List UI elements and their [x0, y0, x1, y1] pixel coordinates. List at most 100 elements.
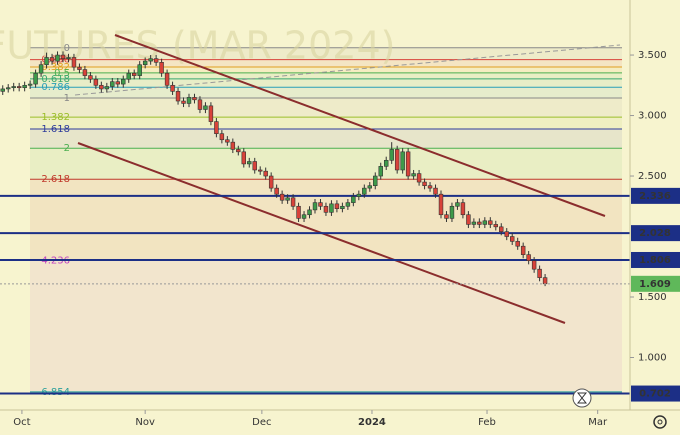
fib-band — [30, 47, 622, 60]
price-badge-label: 2.336 — [639, 191, 671, 202]
candle-body — [477, 221, 482, 225]
candle-body — [455, 202, 460, 207]
candle-body — [340, 205, 345, 209]
candle-body — [520, 245, 526, 255]
candle-body — [82, 69, 88, 76]
candle-body — [110, 81, 115, 87]
fib-label: 6.854 — [41, 387, 70, 398]
marks — [0, 51, 630, 395]
settings-icon[interactable] — [653, 415, 667, 429]
candle-body — [427, 185, 433, 189]
candle-body — [225, 139, 230, 143]
x-tick-label: Oct — [13, 417, 30, 428]
candle-body — [153, 58, 159, 63]
fib-label: 2 — [64, 143, 70, 154]
fib-label: 1.618 — [41, 124, 70, 135]
fib-band — [30, 59, 622, 67]
candle-body — [55, 54, 60, 62]
last-price-label: 1.609 — [639, 279, 671, 290]
fib-band — [30, 260, 622, 392]
candle-body — [137, 64, 142, 76]
x-tick-label: Dec — [252, 417, 271, 428]
candle-body — [466, 214, 471, 225]
y-tick-label: 3.000 — [638, 111, 667, 122]
watermark: FUTURES (MAR 2024) — [0, 24, 395, 68]
x-tick-label: Feb — [478, 417, 496, 428]
candle-body — [170, 84, 175, 92]
price-badge — [631, 187, 680, 204]
candle-body — [296, 205, 301, 219]
fib-band — [30, 97, 622, 118]
price-badge-label: 0.702 — [639, 389, 671, 400]
candle-body — [263, 170, 268, 177]
candle-body — [247, 161, 252, 165]
candle-body — [16, 86, 22, 89]
candle-body — [142, 60, 148, 66]
candle-body — [444, 214, 449, 219]
fib-label: 0.618 — [41, 74, 70, 85]
candle-body — [345, 202, 351, 207]
candle-body — [526, 254, 531, 262]
channel-upper — [114, 34, 606, 217]
candle-body — [515, 241, 520, 247]
candle-body — [531, 260, 537, 270]
candle-body — [236, 149, 241, 153]
candle-body — [148, 58, 153, 62]
candle-body — [362, 187, 367, 195]
candle-body — [394, 149, 400, 171]
fib-label: 0 — [64, 43, 70, 54]
candle-body — [329, 203, 334, 213]
y-tick-label: 1.500 — [638, 292, 667, 303]
fib-band — [30, 179, 622, 261]
candle-body — [312, 202, 318, 211]
candle-body — [389, 149, 394, 161]
y-tick-label: 1.000 — [638, 352, 667, 363]
candle-body — [99, 84, 104, 90]
candle-body — [351, 196, 356, 203]
candle-body — [471, 221, 477, 225]
candle-body — [175, 91, 181, 102]
candle-body — [181, 100, 186, 104]
replay-icon[interactable] — [572, 388, 592, 408]
candle-body — [214, 121, 219, 134]
candle-body — [186, 97, 192, 104]
price-badge — [631, 251, 680, 268]
price-badge-label: 2.028 — [639, 228, 671, 239]
candle-body — [219, 133, 225, 141]
candle-body — [22, 84, 27, 89]
price-badge — [631, 225, 680, 242]
fib-band — [30, 148, 622, 180]
fib-label: 1 — [64, 93, 70, 104]
candle-body — [93, 78, 99, 86]
candle-body — [367, 185, 372, 189]
candle-body — [208, 105, 214, 122]
candle-body — [509, 236, 515, 242]
candle-body — [115, 81, 121, 85]
candle-body — [77, 66, 82, 70]
x-tick-label: Nov — [135, 417, 155, 428]
candle-body — [356, 193, 362, 197]
candle-body — [400, 151, 405, 171]
candle-body — [279, 193, 285, 201]
candle-body — [274, 187, 279, 195]
candle-body — [66, 57, 71, 59]
x-tick-label: 2024 — [358, 417, 386, 428]
candle-body — [334, 203, 340, 209]
candle-body — [411, 173, 416, 177]
fib-band — [30, 78, 622, 88]
candle-body — [378, 166, 383, 177]
candle-body — [6, 87, 11, 90]
fib-label: 0.786 — [41, 82, 70, 93]
last-price-badge — [631, 275, 680, 292]
candle-body — [27, 83, 33, 86]
fib-label: 0.382 — [41, 62, 70, 73]
candle-body — [542, 277, 548, 285]
fib-band — [30, 87, 622, 98]
candle-body — [504, 231, 509, 237]
candle-body — [164, 72, 170, 86]
candle-body — [416, 173, 422, 183]
candle-body — [285, 197, 290, 201]
candle-body — [488, 220, 493, 225]
candle-body — [499, 226, 504, 232]
candle-body — [438, 193, 444, 216]
